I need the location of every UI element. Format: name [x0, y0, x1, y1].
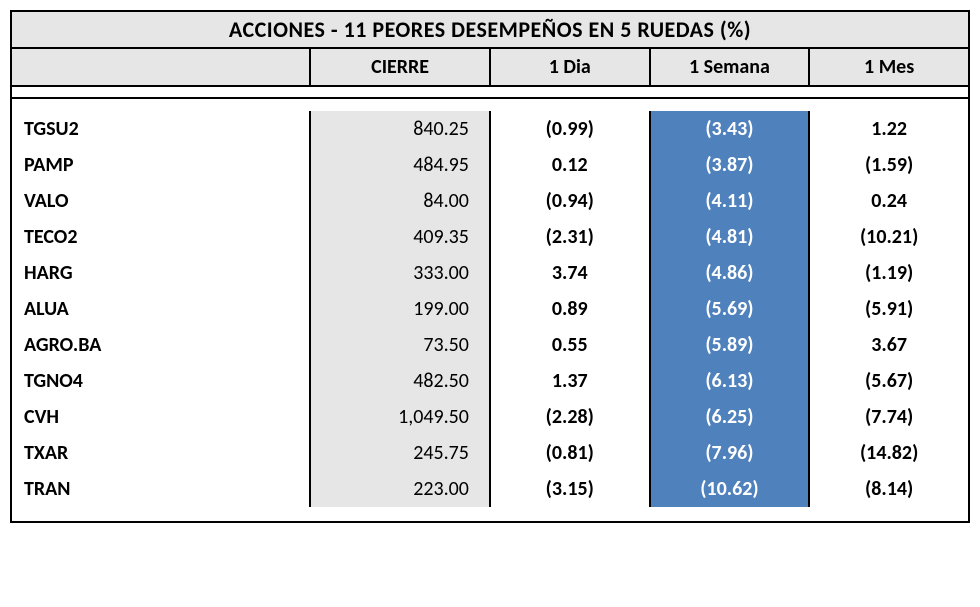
cell-ticker: CVH	[11, 399, 310, 435]
cell-close: 199.00	[310, 291, 490, 327]
cell-ticker: HARG	[11, 255, 310, 291]
header-row: CIERRE 1 Dia 1 Semana 1 Mes	[11, 48, 969, 86]
cell-1month: (5.91)	[809, 291, 969, 327]
cell-1week: (10.62)	[650, 471, 810, 507]
title-row: ACCIONES - 11 PEORES DESEMPEÑOS EN 5 RUE…	[11, 11, 969, 48]
cell-close: 482.50	[310, 363, 490, 399]
cell-1month: 0.24	[809, 183, 969, 219]
cell-1day: 3.74	[490, 255, 650, 291]
cell-ticker: TRAN	[11, 471, 310, 507]
table: ACCIONES - 11 PEORES DESEMPEÑOS EN 5 RUE…	[10, 10, 970, 523]
cell-1month: (1.59)	[809, 147, 969, 183]
cell-1day: (0.99)	[490, 111, 650, 147]
cell-ticker: ALUA	[11, 291, 310, 327]
cell-close: 245.75	[310, 435, 490, 471]
col-header-1week: 1 Semana	[650, 48, 810, 86]
cell-close: 1,049.50	[310, 399, 490, 435]
cell-1week: (3.87)	[650, 147, 810, 183]
cell-1day: (3.15)	[490, 471, 650, 507]
cell-close: 73.50	[310, 327, 490, 363]
cell-1week: (4.11)	[650, 183, 810, 219]
cell-1day: (0.94)	[490, 183, 650, 219]
col-header-1day: 1 Dia	[490, 48, 650, 86]
cell-1day: 0.55	[490, 327, 650, 363]
cell-close: 223.00	[310, 471, 490, 507]
cell-1day: 0.12	[490, 147, 650, 183]
cell-1month: 1.22	[809, 111, 969, 147]
cell-ticker: TGNO4	[11, 363, 310, 399]
cell-1month: (8.14)	[809, 471, 969, 507]
cell-ticker: TECO2	[11, 219, 310, 255]
cell-1day: 1.37	[490, 363, 650, 399]
cell-1week: (5.89)	[650, 327, 810, 363]
cell-close: 409.35	[310, 219, 490, 255]
cell-1week: (5.69)	[650, 291, 810, 327]
table-row: HARG333.003.74(4.86)(1.19)	[11, 255, 969, 291]
table-row: TGNO4482.501.37(6.13)(5.67)	[11, 363, 969, 399]
cell-1week: (3.43)	[650, 111, 810, 147]
col-header-1month: 1 Mes	[809, 48, 969, 86]
spacer-row	[11, 86, 969, 98]
table-title: ACCIONES - 11 PEORES DESEMPEÑOS EN 5 RUE…	[11, 11, 969, 48]
cell-1month: 3.67	[809, 327, 969, 363]
inner-spacer-bottom	[11, 507, 969, 522]
table-row: VALO84.00(0.94)(4.11)0.24	[11, 183, 969, 219]
col-header-ticker	[11, 48, 310, 86]
cell-ticker: TXAR	[11, 435, 310, 471]
table-row: TRAN223.00(3.15)(10.62)(8.14)	[11, 471, 969, 507]
cell-1month: (7.74)	[809, 399, 969, 435]
cell-1month: (10.21)	[809, 219, 969, 255]
cell-1week: (7.96)	[650, 435, 810, 471]
cell-1week: (4.81)	[650, 219, 810, 255]
col-header-close: CIERRE	[310, 48, 490, 86]
table-row: TGSU2840.25(0.99)(3.43)1.22	[11, 111, 969, 147]
cell-ticker: TGSU2	[11, 111, 310, 147]
cell-ticker: AGRO.BA	[11, 327, 310, 363]
table-row: CVH1,049.50(2.28)(6.25)(7.74)	[11, 399, 969, 435]
cell-1week: (4.86)	[650, 255, 810, 291]
cell-close: 840.25	[310, 111, 490, 147]
performance-table: ACCIONES - 11 PEORES DESEMPEÑOS EN 5 RUE…	[10, 10, 970, 523]
cell-1day: (2.28)	[490, 399, 650, 435]
cell-1day: (0.81)	[490, 435, 650, 471]
cell-1week: (6.25)	[650, 399, 810, 435]
cell-1day: (2.31)	[490, 219, 650, 255]
cell-ticker: PAMP	[11, 147, 310, 183]
cell-close: 484.95	[310, 147, 490, 183]
table-row: TXAR245.75(0.81)(7.96)(14.82)	[11, 435, 969, 471]
cell-1month: (5.67)	[809, 363, 969, 399]
table-row: PAMP484.950.12(3.87)(1.59)	[11, 147, 969, 183]
cell-1week: (6.13)	[650, 363, 810, 399]
cell-close: 333.00	[310, 255, 490, 291]
cell-1month: (1.19)	[809, 255, 969, 291]
cell-ticker: VALO	[11, 183, 310, 219]
table-row: AGRO.BA73.500.55(5.89)3.67	[11, 327, 969, 363]
cell-1month: (14.82)	[809, 435, 969, 471]
table-row: TECO2409.35(2.31)(4.81)(10.21)	[11, 219, 969, 255]
cell-close: 84.00	[310, 183, 490, 219]
inner-spacer-top	[11, 98, 969, 111]
cell-1day: 0.89	[490, 291, 650, 327]
table-row: ALUA199.000.89(5.69)(5.91)	[11, 291, 969, 327]
